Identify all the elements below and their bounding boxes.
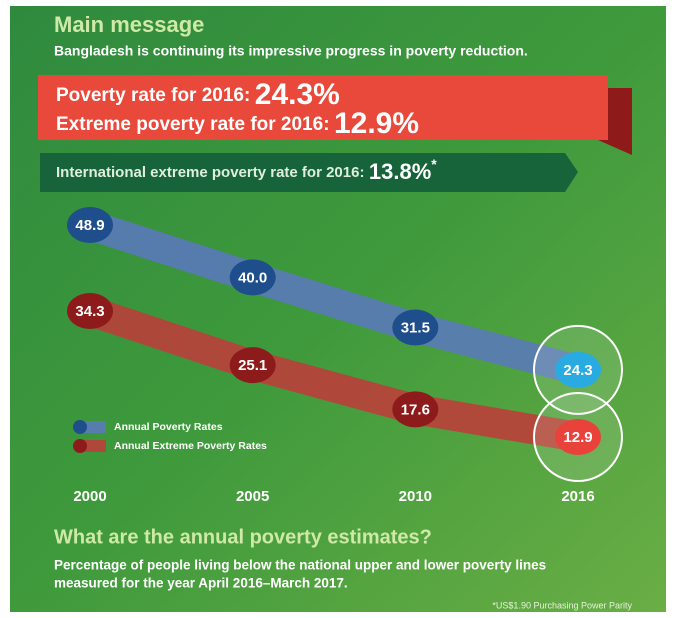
series-band <box>75 295 593 452</box>
data-label: 34.3 <box>75 303 104 320</box>
footnote: *US$1.90 Purchasing Power Parity <box>492 600 632 610</box>
section-text: Percentage of people living below the na… <box>54 558 546 573</box>
point <box>229 347 276 384</box>
data-label: 24.3 <box>563 362 592 379</box>
point <box>392 391 439 428</box>
x-tick-label: 2010 <box>399 488 432 505</box>
data-label: 17.6 <box>401 401 430 418</box>
banner-text: Poverty rate for 2016: 24.3% <box>56 78 340 111</box>
x-tick-label: 2016 <box>561 488 594 505</box>
red-banner <box>38 75 608 140</box>
data-label: 40.0 <box>238 269 267 286</box>
title: Main message <box>54 12 204 37</box>
series-band <box>75 210 593 385</box>
chart: 48.9 40.0 31.5 24.3 34.3 25.1 17.6 12.9 2000 2005… <box>67 207 623 505</box>
data-label: 12.9 <box>563 429 592 446</box>
x-tick-label: 2000 <box>73 488 106 505</box>
data-label: 48.9 <box>75 217 104 234</box>
point <box>555 419 601 455</box>
green-banner <box>40 153 578 192</box>
section-title: What are the annual poverty estimates? <box>54 526 432 548</box>
legend-swatch <box>80 440 106 452</box>
subtitle: Bangladesh is continuing its impressive … <box>54 43 528 59</box>
legend-label: Annual Extreme Poverty Rates <box>114 440 267 452</box>
legend-dot <box>73 439 87 453</box>
legend-dot <box>73 420 87 434</box>
banner-text: Extreme poverty rate for 2016: 12.9% <box>56 107 419 140</box>
point <box>392 309 439 346</box>
data-label: 31.5 <box>401 319 430 336</box>
legend-swatch <box>80 421 106 433</box>
point <box>67 207 113 243</box>
point <box>67 292 113 329</box>
banner-text: International extreme poverty rate for 2… <box>56 156 437 184</box>
data-label: 25.1 <box>238 357 267 374</box>
legend-label: Annual Poverty Rates <box>114 421 223 433</box>
point <box>229 259 276 296</box>
section-text: measured for the year April 2016–March 2… <box>54 576 348 591</box>
point <box>555 351 601 388</box>
x-tick-label: 2005 <box>236 488 269 505</box>
